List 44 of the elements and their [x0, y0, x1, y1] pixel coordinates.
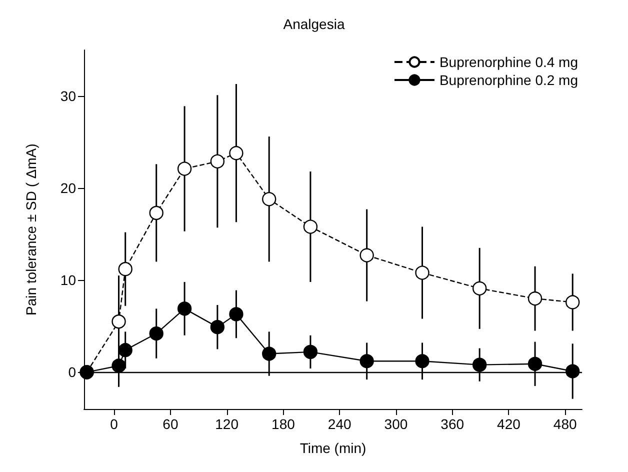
x-tick-label: 240: [328, 416, 352, 432]
point: [528, 291, 542, 306]
point: [149, 206, 164, 220]
y-tick-label: 0: [68, 364, 76, 380]
x-tick-label: 360: [440, 416, 464, 432]
point: [566, 295, 580, 310]
y-tick-label: 10: [60, 272, 76, 288]
point: [262, 346, 276, 361]
point: [262, 192, 276, 206]
y-axis-title: Pain tolerance ± SD ( ΔmA): [23, 144, 39, 316]
legend-label: Buprenorphine 0.2 mg: [439, 72, 578, 88]
y-tick-label: 30: [60, 88, 76, 104]
x-tick-label: 420: [497, 416, 521, 432]
point: [360, 354, 374, 368]
point: [303, 220, 318, 234]
x-tick-label: 60: [162, 416, 178, 432]
point: [360, 248, 374, 262]
point: [303, 344, 318, 360]
point: [112, 314, 126, 329]
point: [149, 326, 164, 341]
x-axis-title: Time (min): [300, 440, 366, 456]
y-tick-label: 20: [60, 180, 76, 196]
point: [415, 266, 430, 280]
point: [472, 281, 487, 296]
point: [229, 307, 244, 322]
point: [472, 358, 487, 372]
x-tick-label: 480: [553, 416, 577, 432]
legend-label: Buprenorphine 0.4 mg: [439, 54, 578, 70]
point: [210, 154, 225, 168]
point: [210, 320, 225, 334]
point: [118, 262, 132, 276]
point: [177, 162, 192, 176]
point: [118, 342, 132, 358]
point: [112, 358, 126, 373]
point: [566, 364, 580, 378]
point: [229, 146, 244, 160]
x-tick-label: 300: [384, 416, 408, 432]
point: [177, 302, 192, 316]
chart-title: Analgesia: [283, 16, 345, 32]
x-tick-label: 0: [110, 416, 118, 432]
point: [415, 354, 430, 368]
x-tick-label: 120: [215, 416, 239, 432]
point: [528, 356, 542, 371]
x-tick-label: 180: [272, 416, 296, 432]
